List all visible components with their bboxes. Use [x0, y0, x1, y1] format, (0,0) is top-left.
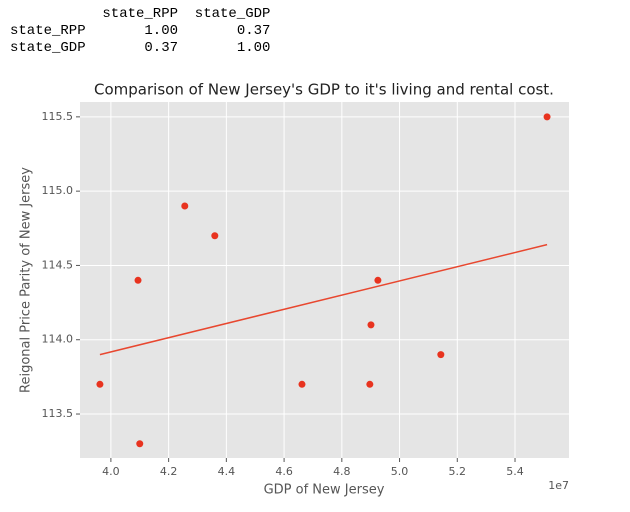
x-tick-label: 4.8: [333, 465, 351, 478]
point: [367, 321, 375, 329]
x-tick-label: 4.0: [102, 465, 120, 478]
column-header: state_RPP: [102, 6, 179, 22]
row-label: state_RPP: [10, 23, 86, 39]
y-tick-label: 114.5: [42, 258, 74, 271]
point: [437, 351, 445, 359]
cell: 1.00: [144, 23, 179, 39]
point: [181, 202, 189, 210]
plot-background: [80, 102, 569, 458]
x-tick-label: 5.0: [391, 465, 409, 478]
x-tick-label: 5.2: [449, 465, 467, 478]
cell: 1.00: [236, 40, 271, 56]
cell: 0.37: [144, 40, 179, 56]
y-tick-label: 114.0: [42, 333, 74, 346]
y-tick-label: 115.0: [42, 184, 74, 197]
x-tick-label: 4.2: [160, 465, 178, 478]
row-label: state_GDP: [10, 40, 86, 56]
point: [136, 440, 144, 448]
column-header: state_GDP: [194, 6, 271, 22]
chart-title: Comparison of New Jersey's GDP to it's l…: [94, 81, 554, 99]
point: [134, 276, 142, 284]
point: [543, 113, 551, 121]
x-tick-label: 4.4: [218, 465, 236, 478]
x-offset-label: 1e7: [548, 479, 569, 492]
x-tick-label: 4.6: [275, 465, 293, 478]
fit-line: [99, 243, 548, 356]
point: [96, 380, 104, 388]
point: [211, 232, 219, 240]
point: [366, 380, 374, 388]
x-axis-label: GDP of New Jersey: [264, 483, 385, 498]
y-axis-label: Reigonal Price Parity of New Jersey: [19, 167, 34, 393]
x-tick-label: 5.4: [506, 465, 524, 478]
correlation-table: state_RPP state_GDP state_RPP 1.00 0.37 state…: [10, 6, 270, 57]
point: [374, 276, 382, 284]
cell: 0.37: [236, 23, 271, 39]
y-tick-label: 113.5: [42, 407, 74, 420]
point: [298, 380, 306, 388]
y-tick-label: 115.5: [42, 110, 74, 123]
